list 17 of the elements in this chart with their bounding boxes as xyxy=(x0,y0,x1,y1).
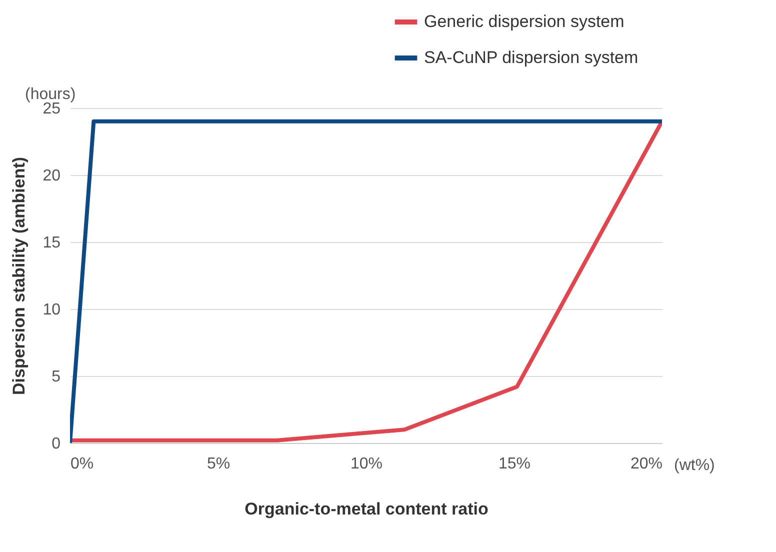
legend-label: SA-CuNP dispersion system xyxy=(424,48,638,67)
x-axis-title: Organic-to-metal content ratio xyxy=(244,500,488,518)
legend-label: Generic dispersion system xyxy=(424,12,624,31)
x-tick-label: 0% xyxy=(70,456,94,472)
y-tick-label: 20 xyxy=(42,168,61,184)
text: (wt%) xyxy=(674,457,715,474)
y-tick-label: 15 xyxy=(42,234,61,252)
x-tick-label: 10% xyxy=(350,456,383,472)
y-tick-label: 0 xyxy=(52,436,61,452)
y-tick-label: 5 xyxy=(52,368,61,386)
x-tick-label: 20% xyxy=(630,456,662,472)
y-axis-title: Dispersion stability (ambient) xyxy=(10,156,29,396)
y-tick-label: 25 xyxy=(42,100,61,118)
x-tick-label: 15% xyxy=(498,456,531,472)
x-tick-label: 5% xyxy=(206,456,230,472)
text: (hours) xyxy=(25,86,76,103)
y-tick-label: 10 xyxy=(42,302,61,318)
